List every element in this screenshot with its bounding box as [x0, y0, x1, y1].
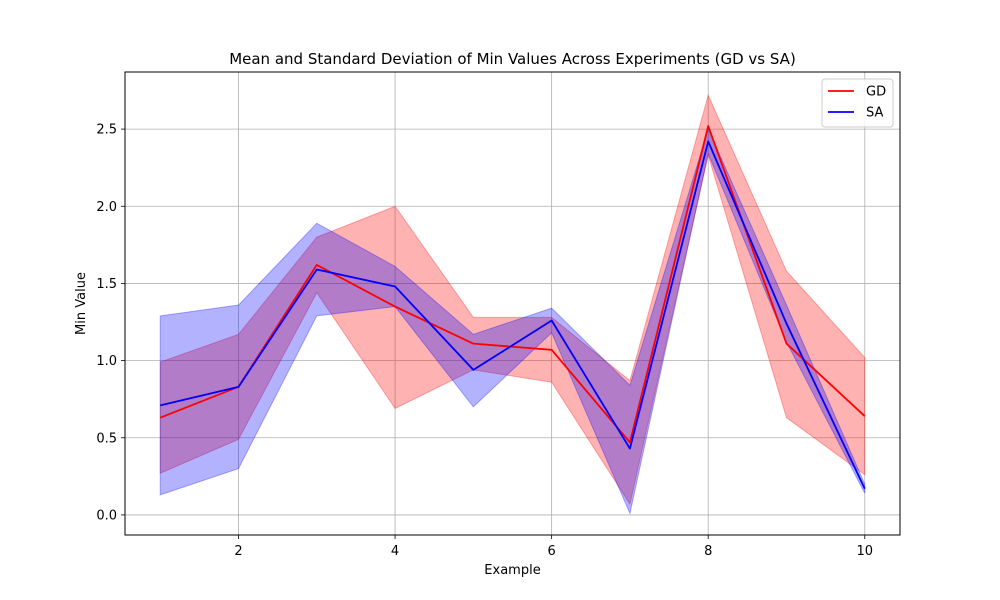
- std-bands: [159, 93, 866, 516]
- x-axis-ticks: 2 4 6 8 10: [234, 535, 873, 559]
- legend-label-sa: SA: [866, 106, 883, 121]
- y-axis-label: Min Value: [74, 272, 89, 335]
- y-axis-ticks: 0.0 0.5 1.0 1.5 2.0 2.5: [96, 123, 125, 523]
- mean-line-sa: [160, 140, 866, 490]
- y-tick-label: 2.0: [96, 200, 117, 215]
- y-tick-label: 1.5: [96, 277, 117, 292]
- x-tick-label: 4: [391, 544, 399, 559]
- mean-lines: [159, 125, 866, 490]
- y-tick-label: 2.5: [96, 123, 117, 138]
- x-tick-label: 8: [704, 544, 712, 559]
- mean-line-gd: [159, 125, 866, 444]
- chart-title: Mean and Standard Deviation of Min Value…: [229, 50, 796, 68]
- x-tick-label: 10: [856, 544, 873, 559]
- y-tick-label: 0.5: [96, 431, 117, 446]
- y-tick-label: 0.0: [96, 508, 117, 523]
- plot-frame: [124, 71, 901, 536]
- x-tick-label: 2: [234, 544, 242, 559]
- x-axis-label: Example: [484, 563, 540, 578]
- std-band-gd: [159, 93, 866, 506]
- y-tick-label: 1.0: [96, 354, 117, 369]
- legend-label-gd: GD: [866, 85, 886, 100]
- legend: GD SA: [821, 78, 894, 128]
- grid: [125, 72, 900, 535]
- std-band-sa: [159, 127, 866, 516]
- x-tick-label: 6: [548, 544, 556, 559]
